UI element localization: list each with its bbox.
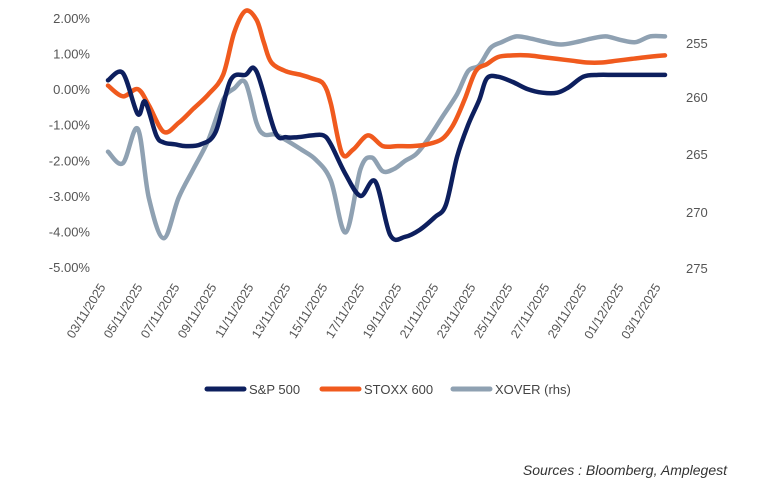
right-tick-label: 265 [686,147,708,162]
legend-label-stoxx600: STOXX 600 [364,382,433,397]
series-line-sp500 [105,65,668,243]
right-tick-label: 275 [686,261,708,276]
right-axis-ticks: 255 260 265 270 275 [686,36,708,276]
right-tick-label: 260 [686,90,708,105]
left-tick-label: -3.00% [49,189,91,204]
series-lines [105,8,668,243]
legend-label-xover: XOVER (rhs) [495,382,571,397]
left-tick-label: 2.00% [53,11,90,26]
right-tick-label: 270 [686,205,708,220]
left-tick-label: -1.00% [49,118,91,133]
legend-label-sp500: S&P 500 [249,382,300,397]
left-axis-ticks: 2.00% 1.00% 0.00% -1.00% -2.00% -3.00% -4.00% -… [49,11,91,275]
series-line-stoxx600 [105,8,668,159]
series-line-xover [105,33,668,241]
legend: S&P 500 STOXX 600 XOVER (rhs) [204,382,571,397]
left-tick-label: -5.00% [49,260,91,275]
left-tick-label: 0.00% [53,82,90,97]
source-caption: Sources : Bloomberg, Amplegest [522,462,727,478]
left-tick-label: 1.00% [53,47,90,62]
right-tick-label: 255 [686,36,708,51]
left-tick-label: -2.00% [49,153,91,168]
x-axis-ticks: 03/11/202505/11/202507/11/202509/11/2025… [64,281,664,342]
left-tick-label: -4.00% [49,224,91,239]
